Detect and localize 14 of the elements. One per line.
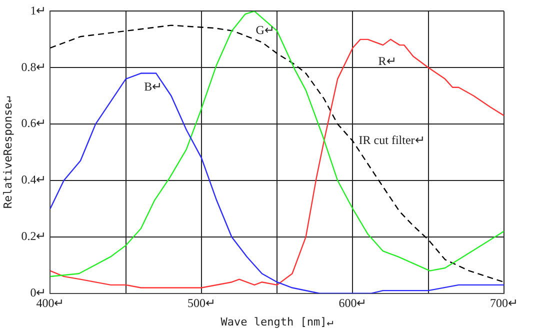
y-tick-label: 0.8↵ bbox=[21, 60, 46, 74]
x-tick-label: 600↵ bbox=[338, 296, 367, 310]
y-tick-label: 0.6↵ bbox=[21, 116, 46, 130]
x-tick-label: 700↵ bbox=[490, 296, 518, 310]
series-label: G↵ bbox=[256, 23, 274, 38]
series-label: B↵ bbox=[144, 80, 162, 94]
series-label: IR cut filter↵ bbox=[358, 133, 425, 148]
y-tick-label: 0.2↵ bbox=[21, 229, 46, 244]
series-label: R↵ bbox=[378, 54, 396, 68]
y-tick-label: 1↵ bbox=[30, 3, 46, 18]
y-axis-title: RelativeResponse↵ bbox=[1, 96, 14, 209]
x-axis-title: Wave length [nm]↵ bbox=[220, 315, 334, 328]
x-tick-label: 500↵ bbox=[187, 296, 216, 310]
y-tick-label: 0.4↵ bbox=[21, 172, 46, 187]
